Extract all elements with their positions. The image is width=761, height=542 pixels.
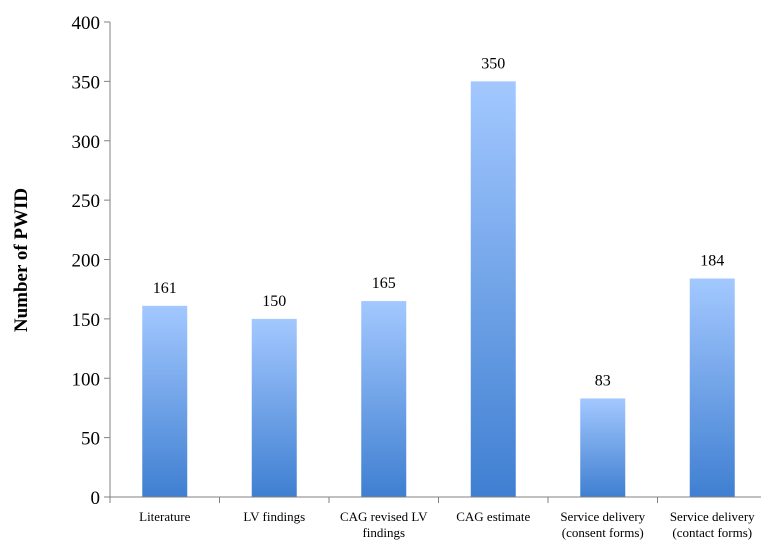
x-axis: Literature LV findings CAG revised LVfindi…	[109, 496, 761, 540]
y-tick-label: 250	[72, 191, 101, 212]
x-tick-label: CAG estimate	[456, 509, 530, 524]
x-tick-label: (consent forms)	[562, 525, 644, 540]
data-label: 165	[372, 275, 396, 292]
x-tick-label: Service delivery	[670, 509, 755, 524]
x-tick-label: CAG revised LV	[340, 509, 428, 524]
x-tick-label: Service delivery	[560, 509, 645, 524]
bar	[580, 398, 626, 497]
y-axis-ticks: 0 50 100 150 200 250 300 350 400	[72, 13, 111, 509]
y-tick-label: 150	[72, 310, 101, 331]
x-tick-label: LV findings	[243, 509, 305, 524]
y-tick-label: 50	[81, 429, 100, 450]
data-label: 150	[262, 293, 286, 310]
x-tick-label: Literature	[139, 509, 190, 524]
x-tick-label: (contact forms)	[672, 525, 752, 540]
data-label: 184	[700, 253, 724, 270]
bar	[470, 81, 516, 497]
y-tick-label: 0	[91, 488, 101, 509]
x-tick-label: findings	[362, 525, 405, 540]
y-tick-label: 100	[72, 369, 101, 390]
y-tick-label: 400	[72, 13, 101, 34]
data-label: 350	[481, 55, 505, 72]
data-label: 161	[153, 280, 177, 297]
y-axis-title: Number of PWID	[11, 188, 32, 332]
data-label: 83	[595, 372, 611, 389]
bars: 161 150 165 350 83 184	[142, 55, 735, 497]
bar	[251, 318, 297, 497]
bar	[142, 305, 188, 497]
y-tick-label: 300	[72, 132, 101, 153]
y-tick-label: 200	[72, 251, 101, 272]
bar	[361, 301, 407, 497]
bar	[689, 278, 735, 497]
y-tick-label: 350	[72, 72, 101, 93]
